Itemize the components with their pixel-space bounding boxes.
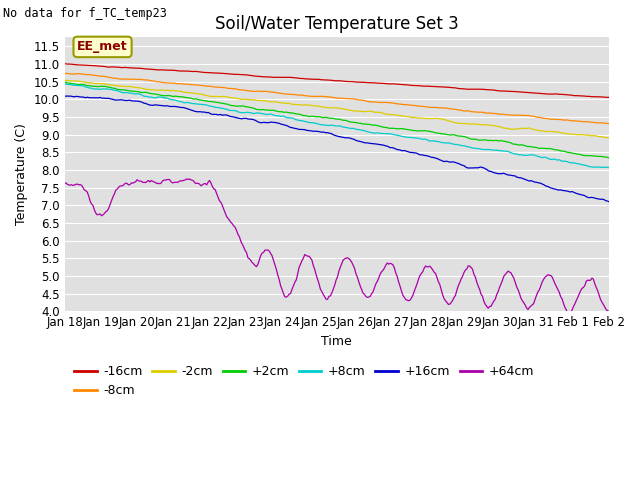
Line: +8cm: +8cm xyxy=(65,84,609,168)
-16cm xyxy=(79,62,87,68)
-2cm xyxy=(79,79,87,84)
-16cm xyxy=(449,85,456,91)
-16cm xyxy=(340,78,348,84)
+64cm xyxy=(183,176,191,182)
+8cm xyxy=(79,83,87,88)
-8cm xyxy=(79,72,87,77)
+64cm xyxy=(565,311,573,316)
-16cm xyxy=(61,61,68,67)
-16cm xyxy=(601,95,609,100)
Text: EE_met: EE_met xyxy=(77,40,128,53)
+16cm xyxy=(450,159,458,165)
-8cm xyxy=(601,120,609,126)
+64cm xyxy=(605,309,613,314)
+8cm xyxy=(605,165,613,170)
Text: No data for f_TC_temp23: No data for f_TC_temp23 xyxy=(3,7,167,20)
+2cm xyxy=(530,144,538,150)
Line: +64cm: +64cm xyxy=(65,179,609,313)
+2cm xyxy=(96,84,104,89)
+8cm xyxy=(96,86,104,92)
-8cm xyxy=(449,106,456,112)
X-axis label: Time: Time xyxy=(321,335,352,348)
-2cm xyxy=(340,106,348,112)
+2cm xyxy=(340,118,348,123)
+8cm xyxy=(530,152,538,158)
-2cm xyxy=(605,135,613,141)
+16cm xyxy=(531,180,539,185)
+16cm xyxy=(342,135,350,141)
+16cm xyxy=(81,95,88,100)
+8cm xyxy=(340,124,348,130)
Legend: -16cm, -8cm, -2cm, +2cm, +8cm, +16cm, +64cm: -16cm, -8cm, -2cm, +2cm, +8cm, +16cm, +6… xyxy=(69,360,539,402)
-8cm xyxy=(61,71,68,76)
-2cm xyxy=(601,134,609,140)
Y-axis label: Temperature (C): Temperature (C) xyxy=(15,123,28,225)
-16cm xyxy=(604,95,611,100)
+64cm xyxy=(96,211,104,217)
Line: -16cm: -16cm xyxy=(65,64,609,97)
+8cm xyxy=(601,165,609,170)
+16cm xyxy=(61,93,68,99)
-2cm xyxy=(61,77,68,83)
-8cm xyxy=(96,73,104,79)
+16cm xyxy=(605,199,613,204)
-2cm xyxy=(530,127,538,132)
+2cm xyxy=(79,82,87,87)
-8cm xyxy=(530,113,538,119)
+16cm xyxy=(98,95,106,101)
-8cm xyxy=(340,96,348,101)
+8cm xyxy=(449,141,456,147)
+2cm xyxy=(605,155,613,161)
+2cm xyxy=(449,132,456,138)
Line: -2cm: -2cm xyxy=(65,80,609,138)
+8cm xyxy=(61,81,68,87)
+16cm xyxy=(63,93,71,99)
+64cm xyxy=(342,255,350,261)
+64cm xyxy=(531,297,539,302)
Line: +2cm: +2cm xyxy=(65,82,609,158)
+16cm xyxy=(602,198,610,204)
+2cm xyxy=(601,154,609,160)
-16cm xyxy=(530,90,538,96)
-16cm xyxy=(605,95,613,100)
Title: Soil/Water Temperature Set 3: Soil/Water Temperature Set 3 xyxy=(215,15,459,33)
+64cm xyxy=(604,308,611,313)
+64cm xyxy=(450,295,458,300)
-8cm xyxy=(605,121,613,127)
Line: +16cm: +16cm xyxy=(65,96,609,202)
-2cm xyxy=(449,119,456,125)
+64cm xyxy=(79,185,87,191)
+64cm xyxy=(61,180,68,186)
Line: -8cm: -8cm xyxy=(65,73,609,124)
-16cm xyxy=(96,63,104,69)
+2cm xyxy=(61,79,68,85)
-2cm xyxy=(96,81,104,86)
